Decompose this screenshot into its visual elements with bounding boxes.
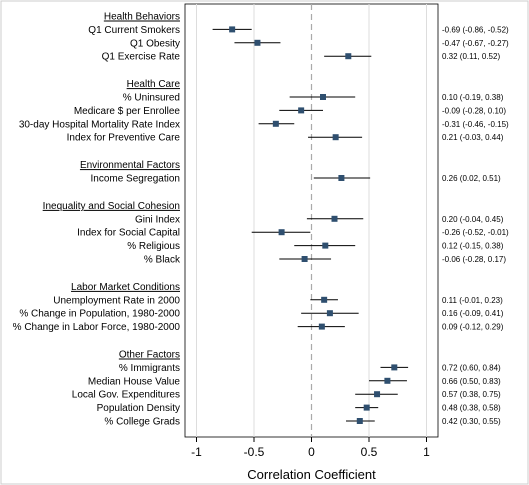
row-label: 30-day Hospital Mortality Rate Index	[19, 119, 180, 130]
group-title: Other Factors	[119, 350, 180, 361]
x-tick-label: 0	[308, 445, 315, 459]
point-estimate	[318, 323, 325, 330]
ci-label: -0.31 (-0.46, -0.15)	[442, 120, 509, 129]
group-title: Health Care	[127, 79, 181, 90]
group-title: Labor Market Conditions	[71, 282, 180, 293]
group-title: Inequality and Social Cohesion	[43, 201, 180, 212]
point-estimate	[254, 39, 261, 46]
x-axis: -1 -0.5 0 0.5 1 Correlation Coefficient	[191, 437, 430, 482]
ci-label: 0.12 (-0.15, 0.38)	[442, 242, 504, 251]
row-label: Q1 Exercise Rate	[102, 52, 181, 63]
row-label: % Black	[144, 255, 181, 266]
row-label: Q1 Current Smokers	[88, 25, 180, 36]
point-estimate	[384, 377, 391, 384]
ci-label: 0.11 (-0.01, 0.23)	[442, 296, 503, 305]
ci-label: -0.06 (-0.28, 0.17)	[442, 255, 506, 264]
point-estimate	[391, 364, 398, 371]
plot-area	[184, 3, 439, 438]
ci-labels: -0.69 (-0.86, -0.52) -0.47 (-0.67, -0.27)…	[442, 25, 509, 426]
point-estimate	[338, 175, 345, 181]
point-estimate	[229, 26, 236, 33]
point-estimate	[298, 107, 305, 114]
row-label: Income Segregation	[90, 174, 180, 185]
ci-label: -0.26 (-0.52, -0.01)	[442, 228, 509, 237]
row-label: Gini Index	[135, 214, 180, 225]
ci-label: 0.21 (-0.03, 0.44)	[442, 133, 504, 142]
x-tick-label: -0.5	[244, 445, 265, 459]
point-estimate	[345, 53, 352, 60]
point-estimate	[332, 134, 339, 141]
ci-label: -0.47 (-0.67, -0.27)	[442, 39, 509, 48]
row-labels: Health Behaviors Q1 Current Smokers Q1 Obe…	[13, 12, 181, 428]
point-estimate	[356, 418, 363, 424]
row-label: Median House Value	[88, 376, 181, 387]
ci-label: 0.16 (-0.09, 0.41)	[442, 309, 504, 318]
row-label: Population Density	[97, 403, 180, 414]
row-label: % College Grads	[104, 417, 180, 428]
point-estimate	[272, 120, 279, 127]
row-label: Local Gov. Expenditures	[72, 390, 180, 401]
row-label: % Change in Labor Force, 1980-2000	[13, 322, 181, 333]
ci-label: 0.20 (-0.04, 0.45)	[442, 215, 504, 224]
ci-label: -0.69 (-0.86, -0.52)	[442, 25, 509, 34]
point-estimate	[322, 242, 329, 249]
ci-label: 0.48 (0.38, 0.58)	[442, 404, 501, 413]
x-tick-label: -1	[191, 445, 202, 459]
ci-label: 0.26 (0.02, 0.51)	[442, 174, 501, 183]
row-label: Q1 Obesity	[130, 38, 180, 49]
ci-label: -0.09 (-0.28, 0.10)	[442, 106, 506, 115]
x-tick-label: 1	[423, 445, 430, 459]
x-axis-title: Correlation Coefficient	[247, 467, 376, 482]
point-estimate	[278, 229, 285, 236]
ci-label: 0.42 (0.30, 0.55)	[442, 417, 501, 426]
row-label: Unemployment Rate in 2000	[53, 295, 180, 306]
ci-label: 0.57 (0.38, 0.75)	[442, 390, 501, 399]
row-label: Index for Preventive Care	[67, 133, 181, 144]
ci-label: 0.66 (0.50, 0.83)	[442, 377, 501, 386]
point-estimate	[331, 215, 338, 222]
point-estimate	[321, 296, 328, 303]
point-estimate	[326, 310, 333, 317]
row-label: % Religious	[127, 241, 180, 252]
group-title: Health Behaviors	[104, 12, 180, 23]
point-estimate	[374, 391, 381, 398]
row-label: Index for Social Capital	[77, 228, 180, 239]
ci-label: 0.32 (0.11, 0.52)	[442, 52, 500, 61]
group-title: Environmental Factors	[80, 160, 180, 171]
ci-label: 0.72 (0.60, 0.84)	[442, 363, 501, 372]
point-estimate	[363, 404, 370, 411]
row-label: % Change in Population, 1980-2000	[19, 309, 180, 320]
row-label: % Immigrants	[119, 363, 180, 374]
ci-label: 0.09 (-0.12, 0.29)	[442, 323, 504, 332]
row-label: Medicare $ per Enrollee	[74, 106, 181, 117]
ci-label: 0.10 (-0.19, 0.38)	[442, 93, 504, 102]
point-estimate	[320, 94, 326, 100]
x-tick-label: 0.5	[361, 445, 378, 459]
row-label: % Uninsured	[123, 93, 180, 104]
point-estimate	[301, 256, 308, 262]
